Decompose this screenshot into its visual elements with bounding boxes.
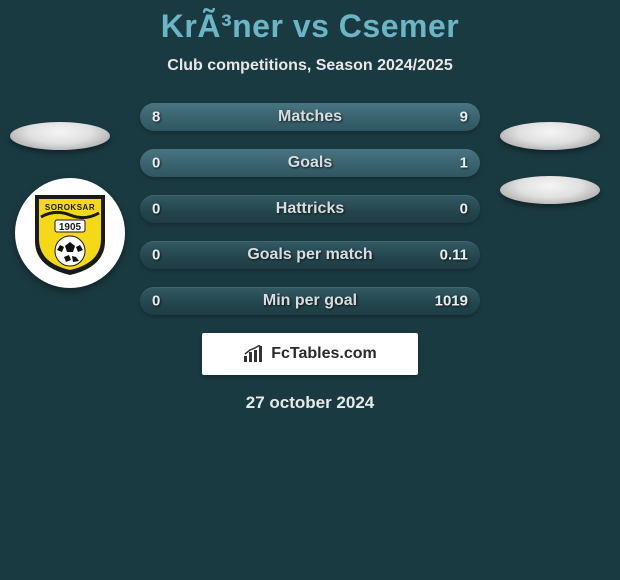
stat-fill-left [140,103,300,131]
brand-box[interactable]: FcTables.com [202,333,418,375]
stat-value-right: 0.11 [440,247,468,264]
stat-row: 8 Matches 9 [140,103,480,131]
subtitle: Club competitions, Season 2024/2025 [0,57,620,75]
page-title: KrÃ³ner vs Csemer [0,8,620,45]
badge-year: 1905 [59,222,82,233]
stat-row: 0 Hattricks 0 [140,195,480,223]
stat-value-left: 8 [152,109,160,126]
placeholder-ellipse [500,176,600,204]
stat-value-left: 0 [152,247,160,264]
placeholder-ellipse [10,122,110,150]
placeholder-ellipse [500,122,600,150]
stat-label: Hattricks [276,200,344,218]
club-badge: SOROKSAR 1905 [15,178,125,288]
stat-value-left: 0 [152,201,160,218]
stat-value-left: 0 [152,155,160,172]
stat-fill-right [201,149,480,177]
stat-fill-left [140,149,201,177]
stat-value-right: 1019 [435,293,468,310]
stat-value-right: 9 [460,109,468,126]
stat-label: Matches [278,108,342,126]
stat-label: Goals per match [247,246,372,264]
stat-row: 0 Min per goal 1019 [140,287,480,315]
stat-label: Goals [288,154,332,172]
stat-row: 0 Goals per match 0.11 [140,241,480,269]
stat-row: 0 Goals 1 [140,149,480,177]
badge-top-text: SOROKSAR [45,203,95,212]
date-text: 27 october 2024 [0,393,620,413]
stat-label: Min per goal [263,292,357,310]
chart-icon [243,345,265,363]
shield-icon: SOROKSAR 1905 [31,189,109,277]
brand-text: FcTables.com [271,345,377,363]
stat-value-right: 0 [460,201,468,218]
stat-value-right: 1 [460,155,468,172]
stat-value-left: 0 [152,293,160,310]
